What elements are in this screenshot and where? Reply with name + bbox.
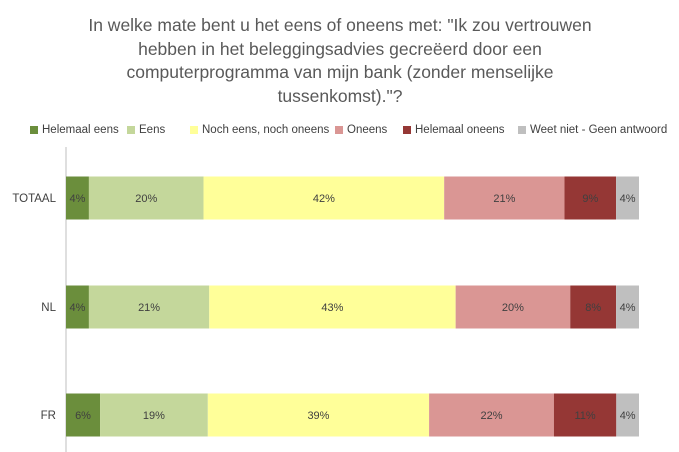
chart-title-line: In welke mate bent u het eens of oneens … [88,15,592,35]
data-label: 4% [70,302,86,314]
legend-swatch [518,126,526,134]
data-label: 20% [502,302,524,314]
data-label: 11% [574,410,595,422]
legend-label: Noch eens, noch oneens [202,124,330,136]
bar-segment [209,285,456,329]
legend-label: Eens [139,124,166,136]
chart-title-line: tussenkomst)."? [277,85,403,106]
legend-label: Helemaal oneens [415,124,505,136]
bar-segment [100,393,208,437]
data-label: 4% [620,193,636,205]
bar-segment [66,393,101,437]
category-label: NL [41,302,56,314]
data-label: 6% [75,410,91,422]
data-label: 21% [493,193,515,205]
bar-segment [66,176,89,220]
data-label: 22% [480,410,502,422]
data-label: 4% [620,302,636,314]
legend-label: Helemaal eens [42,124,119,136]
data-label: 19% [143,410,165,422]
legend-label: Oneens [347,124,388,136]
chart-title-line: computerprogramma van mijn bank (zonder … [126,62,554,82]
bar-segment [203,176,445,220]
data-label: 8% [585,302,601,314]
bar-segment [88,285,210,329]
category-label: FR [41,410,56,422]
bar-segment [207,393,430,437]
bar-segment [616,285,639,329]
legend-swatch [30,126,38,134]
bar-segment [553,393,617,437]
bar-segment [88,176,204,220]
legend-swatch [190,126,198,134]
category-label: TOTAAL [12,193,56,205]
bar-segment [570,285,617,329]
data-label: 43% [321,302,343,314]
bar-segment [564,176,617,220]
chart-title: In welke mate bent u het eens of oneens … [40,14,640,108]
bar-segment [455,285,571,329]
data-label: 21% [138,302,160,314]
data-label: 39% [307,410,329,422]
bar-segment [616,393,639,437]
bar-segment [429,393,554,437]
data-label: 4% [70,193,86,205]
legend-label: Weet niet - Geen antwoord [530,124,668,136]
bar-segment [66,285,89,329]
legend-swatch [335,126,343,134]
data-label: 4% [620,410,636,422]
bar-segment [444,176,565,220]
data-label: 20% [135,193,157,205]
legend-swatch [403,126,411,134]
data-label: 42% [313,193,335,205]
chart-title-line: hebben in het beleggingsadvies gecreëerd… [138,38,542,59]
bar-segment [616,176,639,220]
data-label: 9% [582,193,598,205]
legend-swatch [127,126,135,134]
